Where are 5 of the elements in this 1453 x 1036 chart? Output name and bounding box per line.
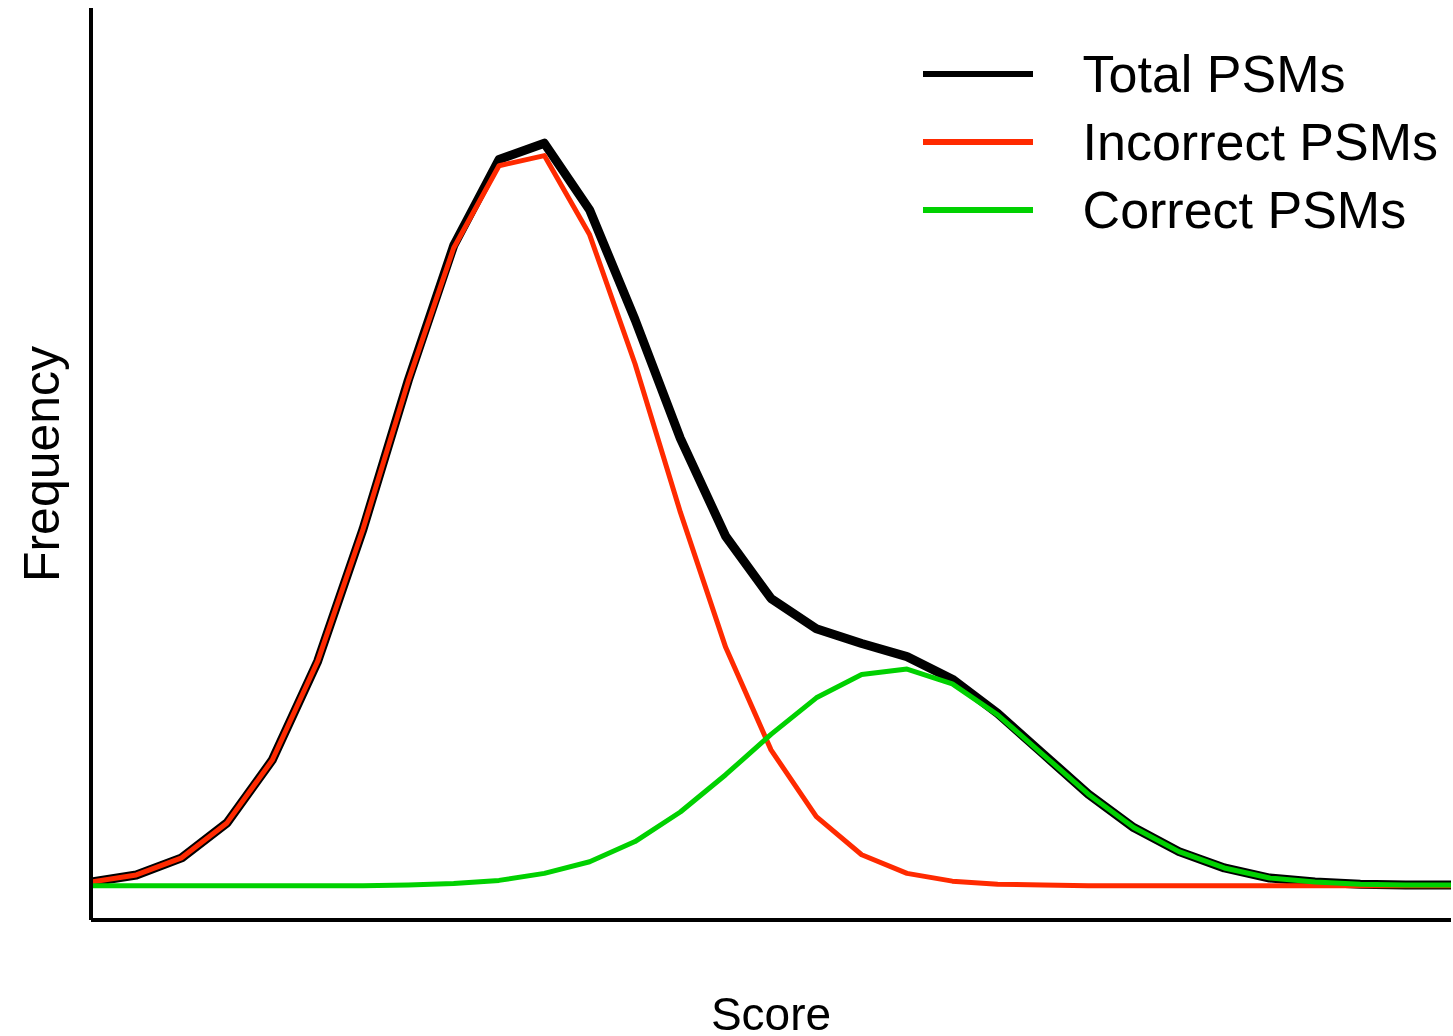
legend-label: Correct PSMs xyxy=(1082,180,1407,240)
legend-label: Incorrect PSMs xyxy=(1082,112,1438,172)
x-axis-title: Score xyxy=(710,988,832,1036)
y-axis-title: Frequency xyxy=(14,345,71,583)
legend-label: Total PSMs xyxy=(1082,44,1346,104)
